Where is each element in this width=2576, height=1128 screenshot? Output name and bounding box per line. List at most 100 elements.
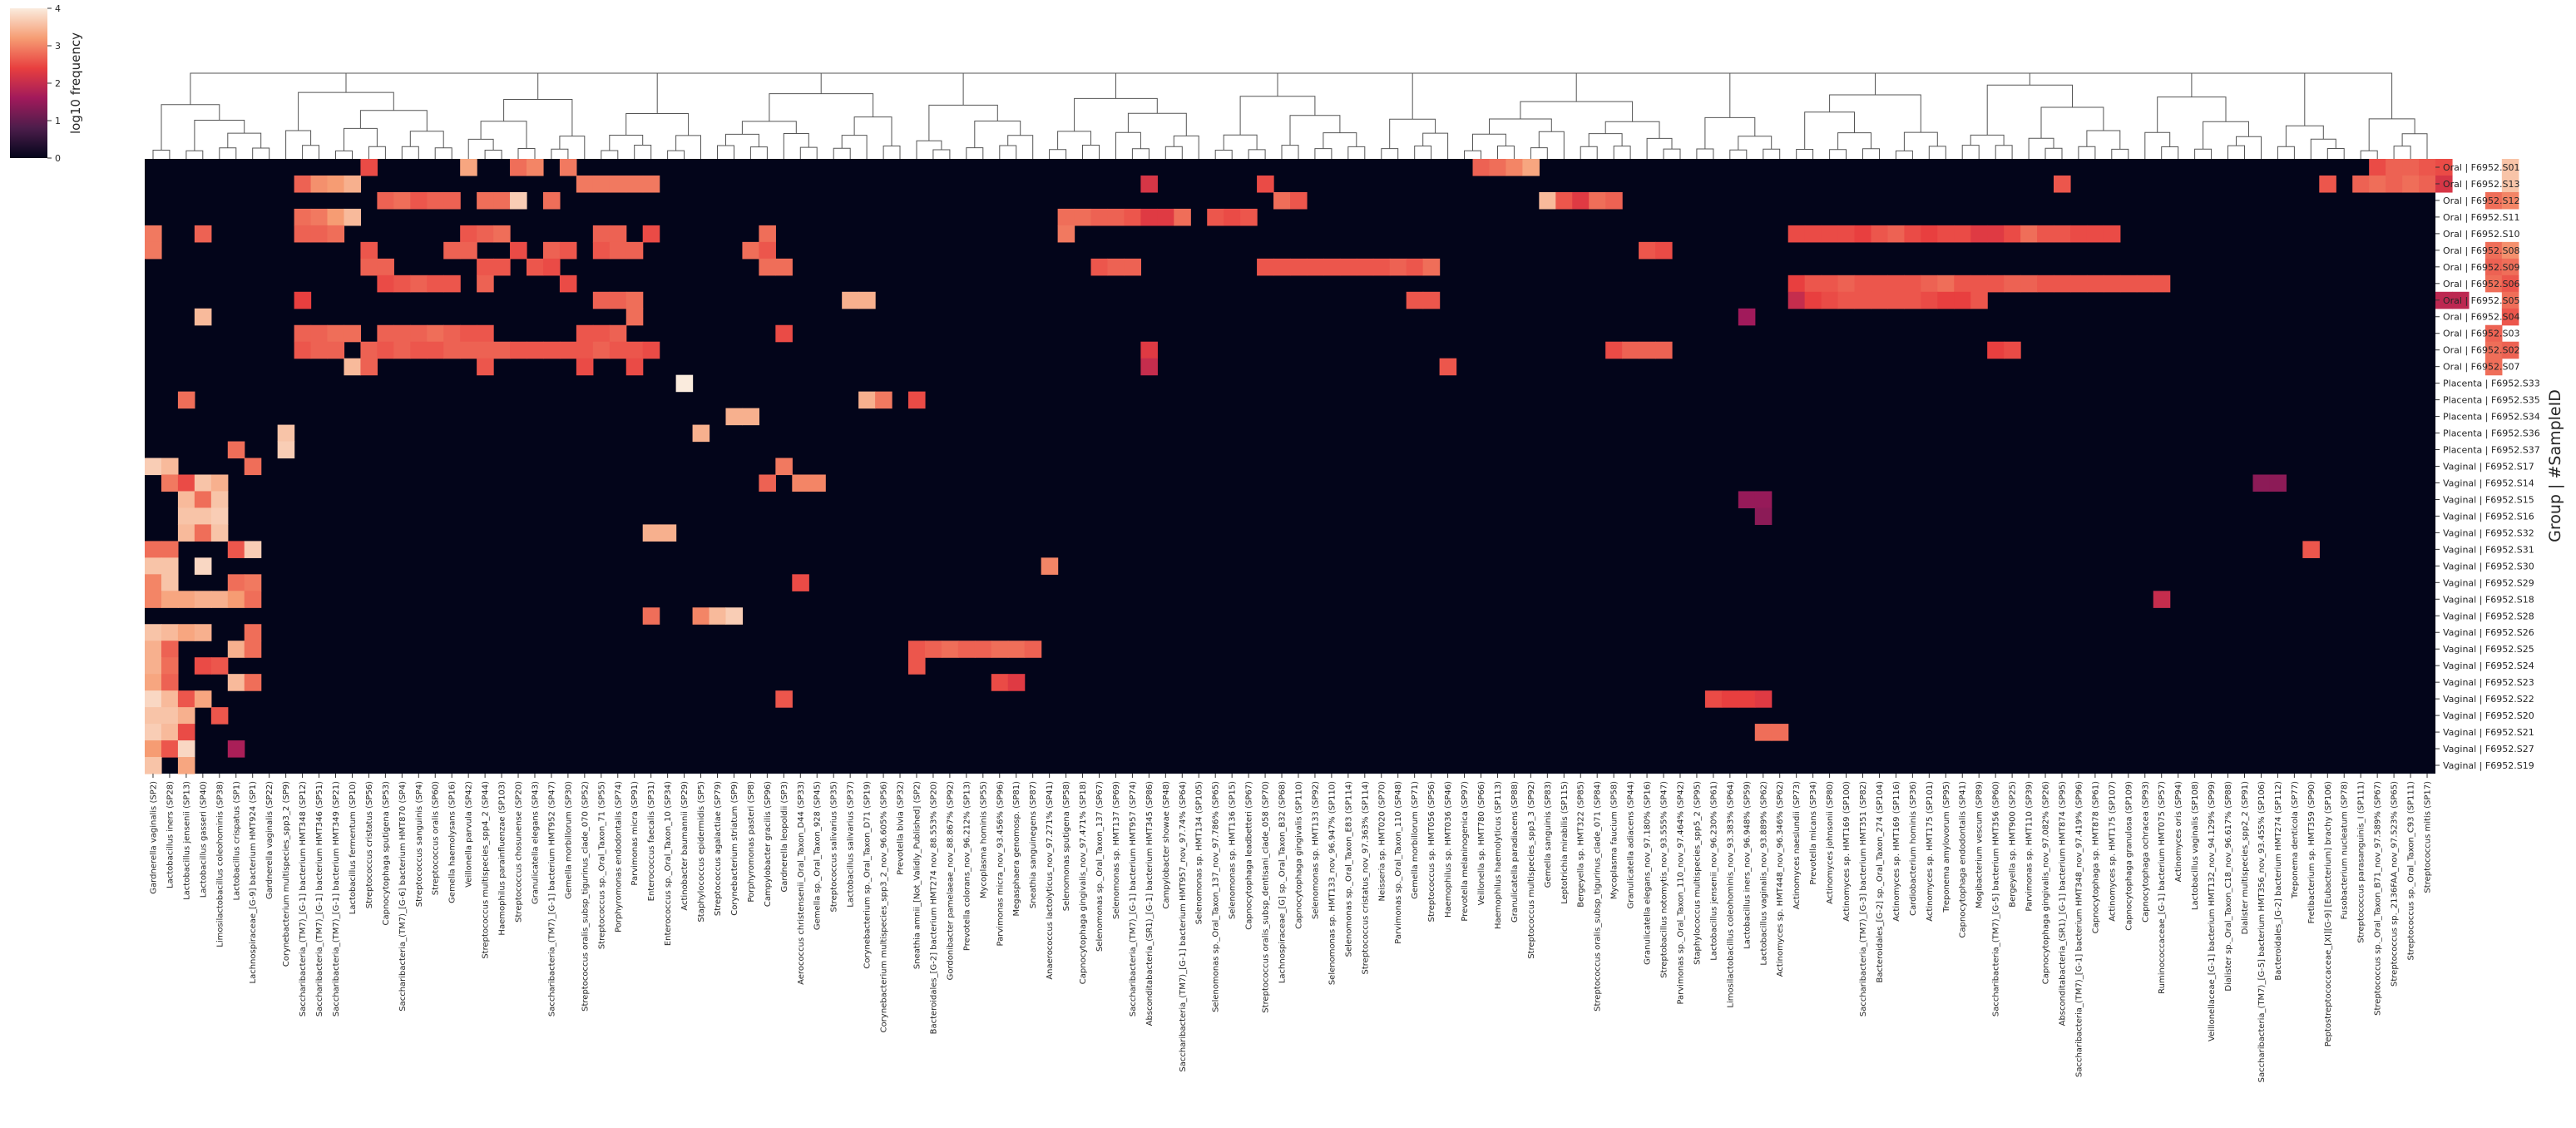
dendrogram-link <box>537 72 658 114</box>
heatmap-cell <box>393 191 411 210</box>
heatmap-cell <box>2352 175 2370 193</box>
column-label: Streptococcus mitis (SP17) <box>2424 781 2433 893</box>
row-label: Oral | F6952.S05 <box>2443 295 2519 306</box>
dendrogram-link <box>1588 133 1623 147</box>
heatmap-cell <box>709 607 727 625</box>
heatmap-cell <box>1506 159 1523 176</box>
dendrogram-link <box>1214 150 1233 159</box>
heatmap-cell <box>759 474 776 492</box>
dendrogram-link <box>1862 148 1880 159</box>
heatmap-cell <box>1639 341 1656 359</box>
heatmap-cell <box>2302 541 2320 558</box>
heatmap-cell <box>1057 225 1075 243</box>
dendrogram-link <box>2157 96 2227 133</box>
heatmap-cell <box>294 225 312 243</box>
heatmap-cell <box>1921 275 1938 293</box>
column-label: Megasphaera genomosp. (SP81) <box>1012 781 1021 917</box>
heatmap-cell <box>2319 175 2336 193</box>
column-label: Capnocytophaga endodontalis (SP41) <box>1959 781 1968 938</box>
column-label: Anaerococcus lactolyticus_nov_97.271% (S… <box>1046 781 1055 980</box>
heatmap-cell <box>344 358 362 376</box>
column-label: Haemophilus parainfluenzae (SP103) <box>498 781 507 936</box>
heatmap-cell <box>177 724 195 741</box>
heatmap-cell <box>1787 291 1806 309</box>
heatmap-cell <box>177 507 195 525</box>
heatmap-cell <box>1257 175 1274 193</box>
heatmap-cell <box>477 258 494 276</box>
y-axis-label: Group | #SampleID <box>2546 389 2564 542</box>
heatmap-cell <box>858 291 876 309</box>
heatmap-cell <box>1837 275 1856 293</box>
column-label: Parvimonas micra (SP91) <box>630 781 640 886</box>
heatmap-cell <box>1107 258 1125 276</box>
heatmap-cell <box>2501 258 2519 276</box>
dendrogram-link <box>252 147 270 159</box>
column-label: Veillonellaceae_[G-1] bacterium HMT132_n… <box>2208 781 2217 1041</box>
heatmap-cell <box>625 175 644 193</box>
dendrogram-link <box>1530 147 1548 159</box>
heatmap-cell <box>775 690 793 708</box>
dendrogram-link <box>1663 148 1681 159</box>
heatmap-cell <box>625 291 644 309</box>
dendrogram-link <box>2277 146 2295 159</box>
heatmap-cell <box>194 474 212 492</box>
heatmap-cell <box>377 258 394 276</box>
dendrogram-link <box>409 131 444 148</box>
heatmap-cell <box>460 159 477 176</box>
column-label: Streptococcus cristatus_nov_97.363% (SP1… <box>1361 781 1370 975</box>
heatmap-cell <box>1754 507 1773 525</box>
colorbar-tick-label: 1 <box>55 116 61 126</box>
row-label: Vaginal | F6952.S17 <box>2443 462 2534 472</box>
dendrogram-link <box>1961 145 1980 159</box>
heatmap-cell <box>2419 175 2436 193</box>
dendrogram-link <box>741 121 797 135</box>
column-label: Saccharibacteria_(TM7)_[G-6] bacterium H… <box>398 781 408 1012</box>
column-label: Treponema amylovorum (SP95) <box>1942 781 1951 913</box>
column-label: Leptotrichia mirabilis (SP115) <box>1560 781 1570 904</box>
heatmap-cell <box>1771 724 1789 741</box>
column-label: Streptobacillus notomytis_nov_93.555% (S… <box>1660 781 1669 978</box>
column-label: Enterococcus sp._Oral_Taxon_10 (SP34) <box>664 781 673 946</box>
heatmap-cell <box>1041 557 1059 575</box>
heatmap-cell <box>294 175 312 193</box>
heatmap-cell <box>2069 275 2088 293</box>
heatmap-cell <box>277 441 295 459</box>
column-label: Peptostreptococcaceae_[XI][G-9] [Eubacte… <box>2324 781 2333 1046</box>
heatmap-cell <box>642 225 660 243</box>
heatmap-cell <box>1323 258 1341 276</box>
heatmap-cell <box>2004 341 2021 359</box>
heatmap-cell <box>393 275 411 293</box>
heatmap-cell <box>410 341 428 359</box>
heatmap-cell <box>1970 291 1988 309</box>
heatmap-cell <box>393 324 411 343</box>
heatmap-cell <box>360 341 378 359</box>
dendrogram-link <box>1164 146 1183 159</box>
heatmap-cell <box>177 624 195 641</box>
heatmap-cell <box>327 324 345 343</box>
heatmap-cell <box>792 574 809 591</box>
column-label: Absconditabacteria_(SR1)_[G-1] bacterium… <box>1145 781 1155 1026</box>
heatmap-cell <box>1837 225 1856 243</box>
heatmap-cell <box>310 341 329 359</box>
heatmap-cell <box>194 591 212 608</box>
heatmap-cell <box>1273 191 1291 210</box>
heatmap-cell <box>1954 225 1971 243</box>
column-label: Lactobacillus vaginalis_nov_93.889% (SP6… <box>1759 781 1768 966</box>
heatmap-cell <box>2054 175 2071 193</box>
heatmap-cell <box>1754 491 1773 509</box>
column-label: Streptococcus sp._Oral_Taxon_71 (SP55) <box>597 781 606 949</box>
dendrogram-link <box>1738 136 1773 151</box>
heatmap-cell <box>759 258 776 276</box>
heatmap-cell <box>1804 225 1822 243</box>
heatmap-cell <box>2069 225 2088 243</box>
row-label: Oral | F6952.S04 <box>2443 312 2519 323</box>
dendrogram-link <box>2285 125 2324 147</box>
heatmap-cell <box>1721 690 1739 708</box>
heatmap-cell <box>542 258 561 276</box>
heatmap-cell <box>991 674 1009 691</box>
heatmap-cell <box>1738 308 1756 326</box>
heatmap-cell <box>227 574 245 591</box>
heatmap-cell <box>576 341 594 359</box>
dendrogram-link <box>1323 132 1357 149</box>
dendrogram-link <box>344 127 378 151</box>
